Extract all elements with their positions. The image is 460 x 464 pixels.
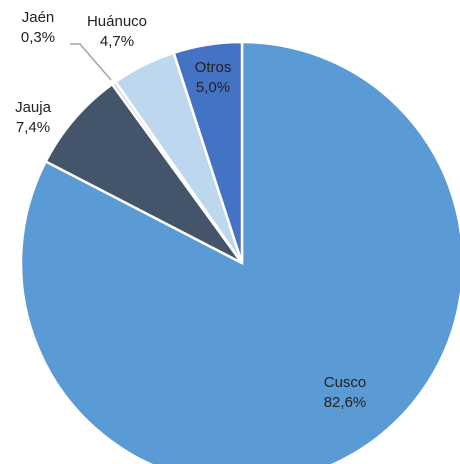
slice-label: Cusco xyxy=(324,374,367,391)
slice-value-label: 82,6% xyxy=(324,394,367,411)
slice-value-label: 5,0% xyxy=(196,79,230,96)
pie-slice xyxy=(44,82,244,265)
slice-label: Huánuco xyxy=(87,13,147,30)
pie-slice xyxy=(19,40,460,464)
slice-label: Otros xyxy=(195,59,232,76)
slice-value-label: 0,3% xyxy=(21,29,55,46)
slice-value-label: 4,7% xyxy=(100,33,134,50)
leader-line xyxy=(70,43,112,81)
slice-value-label: 7,4% xyxy=(16,119,50,136)
slice-label: Jauja xyxy=(15,99,52,116)
slice-label: Jaén xyxy=(22,9,55,26)
pie-slice xyxy=(172,40,244,264)
